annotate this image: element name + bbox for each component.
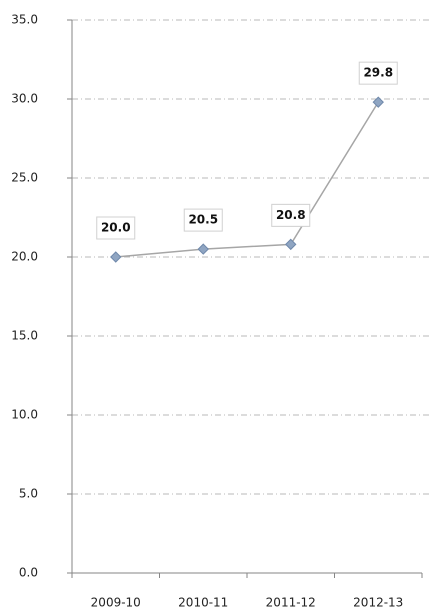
y-tick-label: 5.0 xyxy=(19,487,38,501)
y-tick-label: 25.0 xyxy=(11,171,38,185)
label-box xyxy=(96,216,136,240)
data-label: 29.8 xyxy=(363,66,393,80)
label-box xyxy=(358,61,398,85)
label-box xyxy=(271,203,311,227)
y-tick-label: 0.0 xyxy=(19,566,38,580)
line xyxy=(115,101,379,258)
marker xyxy=(197,243,209,255)
data-label: 20.8 xyxy=(276,208,306,222)
y-tick-label: 35.0 xyxy=(11,13,38,27)
data-label: 20.0 xyxy=(101,221,131,235)
y-tick-label: 15.0 xyxy=(11,329,38,343)
x-tick-label: 2011-12 xyxy=(266,596,316,610)
marker xyxy=(372,96,384,108)
data-label: 20.5 xyxy=(188,213,218,227)
marker xyxy=(110,251,122,263)
y-tick-label: 20.0 xyxy=(11,250,38,264)
y-tick-label: 30.0 xyxy=(11,92,38,106)
y-tick-label: 10.0 xyxy=(11,408,38,422)
label-box xyxy=(183,208,223,232)
x-tick-label: 2010-11 xyxy=(178,596,228,610)
x-tick-label: 2012-13 xyxy=(353,596,403,610)
marker xyxy=(285,238,297,251)
x-tick-label: 2009-10 xyxy=(91,596,141,610)
